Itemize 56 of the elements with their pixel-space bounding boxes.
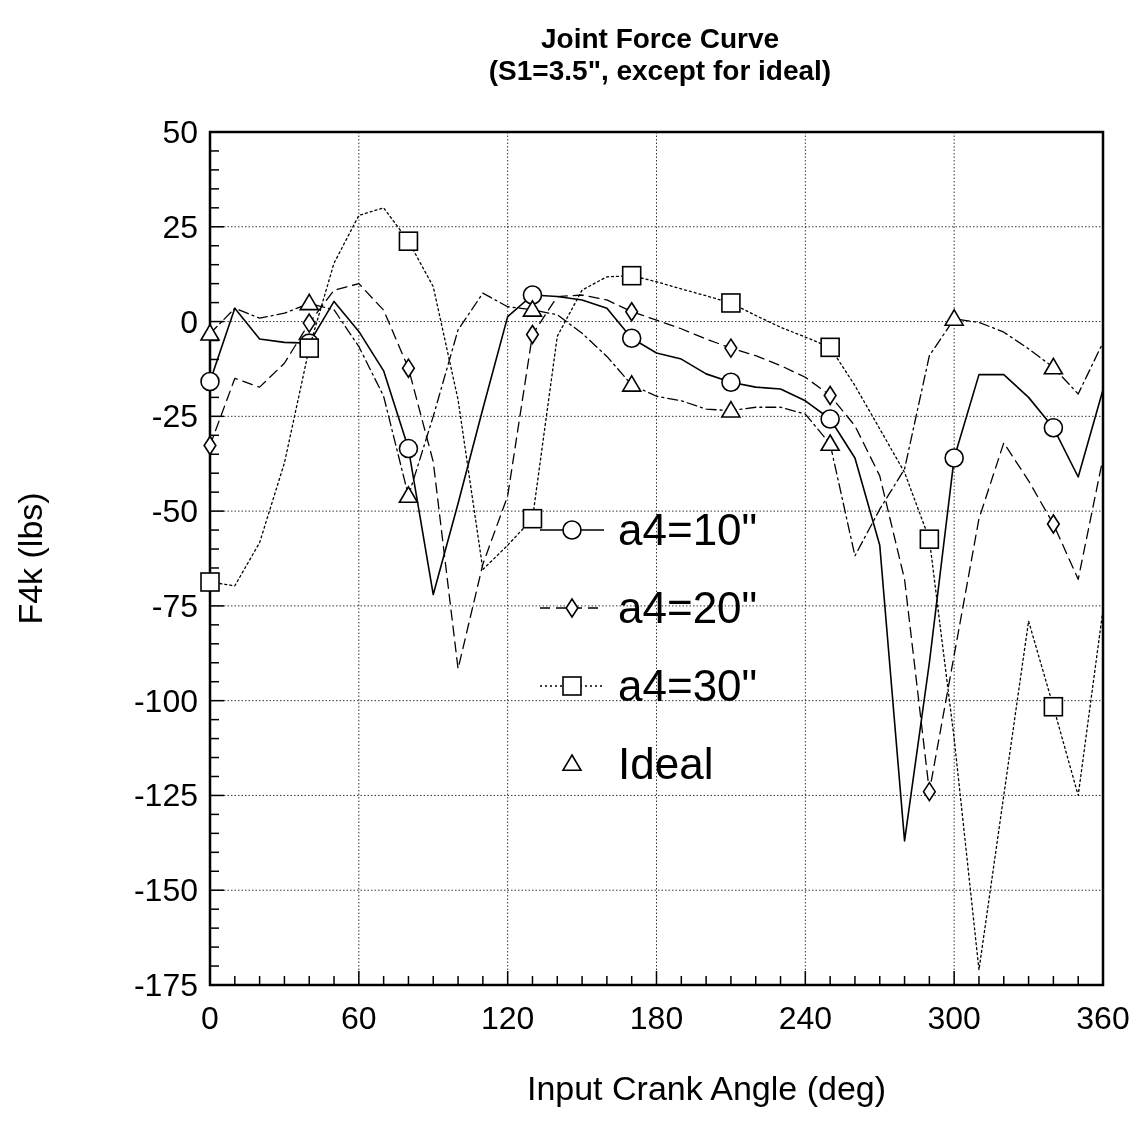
point	[525, 324, 540, 345]
point	[522, 300, 543, 317]
point	[200, 572, 220, 592]
point	[401, 358, 416, 378]
legend-label: a4=10"	[618, 505, 758, 554]
point	[621, 328, 642, 349]
legend-label: a4=30"	[618, 661, 758, 710]
x-axis-title: Input Crank Angle (deg)	[526, 1069, 887, 1107]
point	[721, 293, 741, 313]
point	[398, 438, 419, 459]
point	[1043, 696, 1064, 717]
point	[200, 371, 220, 392]
x-tick-label: 300	[927, 1000, 981, 1036]
chart-subtitle: (S1=3.5", except for ideal)	[488, 55, 832, 86]
y-tick-label: 25	[162, 208, 198, 245]
y-tick-label: 50	[162, 114, 198, 150]
point	[299, 293, 320, 311]
x-tick-label: 60	[341, 1000, 377, 1036]
point	[820, 337, 840, 358]
y-tick-label: -150	[133, 872, 198, 909]
x-tick-label: 120	[480, 1000, 535, 1036]
point	[820, 434, 840, 452]
y-tick-label: -175	[133, 967, 198, 1003]
point	[944, 309, 964, 326]
legend-label: Ideal	[618, 739, 714, 788]
point	[721, 372, 741, 393]
legend-label: a4=20"	[618, 583, 758, 632]
point	[522, 508, 543, 529]
point	[621, 265, 642, 286]
y-tick-label: -75	[151, 587, 198, 624]
y-tick-label: -50	[151, 493, 198, 530]
point	[398, 231, 419, 251]
point	[398, 486, 419, 504]
y-tick-label: -100	[133, 682, 198, 719]
y-tick-label: -25	[151, 398, 198, 435]
point	[522, 285, 543, 305]
point	[721, 400, 741, 418]
x-tick-label: 180	[629, 1000, 684, 1036]
point	[621, 375, 642, 392]
y-axis-title: F4k (lbs)	[11, 492, 49, 625]
x-tick-label: 360	[1076, 1000, 1130, 1036]
x-tick-label: 240	[778, 1000, 833, 1036]
point	[1043, 357, 1064, 375]
chart-title: Joint Force Curve	[540, 23, 780, 54]
y-tick-label: 0	[180, 303, 198, 340]
point	[922, 781, 937, 802]
point	[944, 448, 964, 468]
point	[299, 338, 320, 358]
point	[820, 409, 840, 429]
y-tick-label: -125	[133, 777, 198, 814]
point	[1043, 417, 1064, 438]
point	[724, 338, 738, 358]
point	[200, 323, 220, 341]
point	[302, 313, 316, 333]
point	[1046, 514, 1061, 534]
point	[919, 529, 940, 549]
